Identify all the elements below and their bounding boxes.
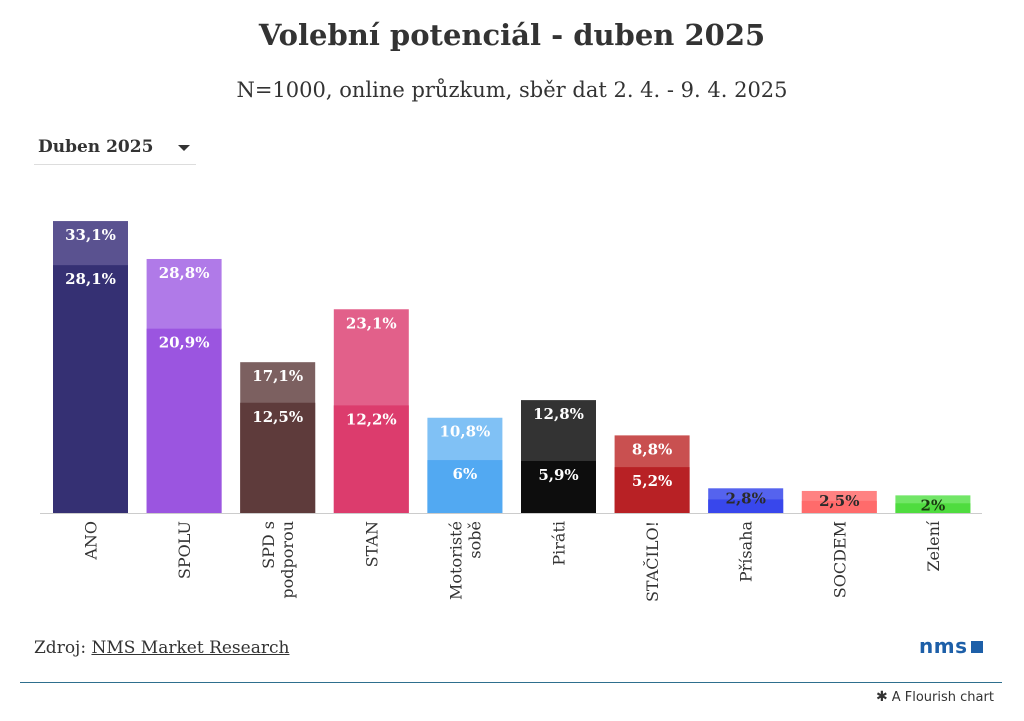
bar-core bbox=[801, 500, 877, 513]
source-line: Zdroj: NMS Market Research bbox=[34, 638, 289, 658]
flourish-credit[interactable]: ✱ A Flourish chart bbox=[876, 689, 994, 705]
bar-core bbox=[53, 265, 128, 513]
data-label-core: 28,1% bbox=[65, 270, 116, 288]
chart-title: Volební potenciál - duben 2025 bbox=[258, 18, 766, 52]
source-prefix: Zdroj: bbox=[34, 638, 87, 658]
data-label-core: 5,2% bbox=[632, 472, 672, 490]
bar-core bbox=[614, 467, 690, 513]
category-label-line: ANO bbox=[82, 521, 101, 561]
footer-divider bbox=[20, 682, 1002, 683]
period-dropdown[interactable]: Duben 2025 bbox=[34, 130, 196, 165]
category-label-line: Motoristé bbox=[446, 521, 465, 600]
category-label: SOCDEM bbox=[830, 521, 849, 598]
category-label: Přísaha bbox=[737, 521, 756, 583]
bar-core bbox=[427, 460, 503, 513]
category-label: Piráti bbox=[550, 521, 569, 566]
category-label-line: podporou bbox=[278, 521, 297, 599]
data-label-potential: 2,8% bbox=[726, 489, 766, 507]
data-label-core: 20,9% bbox=[159, 334, 210, 352]
logo-square-icon bbox=[971, 641, 984, 653]
category-label-line: Piráti bbox=[550, 521, 569, 566]
category-label-line: SPD s bbox=[259, 521, 278, 569]
source-link[interactable]: NMS Market Research bbox=[91, 638, 290, 658]
bar-core bbox=[895, 503, 971, 513]
data-label-core: 12,2% bbox=[346, 410, 397, 428]
period-dropdown-label: Duben 2025 bbox=[38, 137, 154, 157]
category-label-line: SOCDEM bbox=[830, 521, 849, 598]
category-label: SPD s podporou bbox=[259, 521, 297, 599]
bar-core bbox=[240, 402, 316, 513]
caret-down-icon bbox=[178, 145, 190, 151]
flourish-credit-text: A Flourish chart bbox=[891, 690, 994, 705]
category-label: STAN bbox=[362, 521, 381, 567]
flourish-asterisk-icon: ✱ bbox=[876, 689, 888, 705]
category-label: Zelení bbox=[924, 520, 943, 571]
logo-text: nms bbox=[919, 634, 968, 658]
nms-logo: nms bbox=[919, 634, 984, 658]
category-label-line: STAN bbox=[362, 521, 381, 567]
data-label-potential: 2% bbox=[921, 496, 946, 514]
category-label-line: SPOLU bbox=[175, 521, 194, 579]
category-label: STAČILO! bbox=[642, 521, 662, 602]
data-label-core: 6% bbox=[453, 465, 478, 483]
category-label-line: STAČILO! bbox=[642, 521, 662, 602]
data-label-potential: 33,1% bbox=[65, 226, 116, 244]
bar-core bbox=[708, 499, 784, 513]
data-label-potential: 28,8% bbox=[159, 264, 210, 282]
data-label-potential: 2,5% bbox=[819, 492, 859, 510]
data-label-potential: 8,8% bbox=[632, 440, 672, 458]
data-label-potential: 23,1% bbox=[346, 314, 397, 332]
data-label-potential: 10,8% bbox=[440, 423, 491, 441]
category-label-line: sobě bbox=[465, 521, 484, 559]
bar-chart: 33,1% 28,1% ANO 28,8% 20,9% SPOLU 17,1% 12,5% SP… bbox=[40, 221, 982, 602]
data-label-core: 5,9% bbox=[538, 466, 578, 484]
chart-subtitle: N=1000, online průzkum, sběr dat 2. 4. -… bbox=[236, 78, 788, 102]
category-label-line: Přísaha bbox=[737, 521, 756, 583]
bar-core bbox=[333, 405, 409, 513]
data-label-potential: 12,8% bbox=[533, 405, 584, 423]
category-label-line: Zelení bbox=[924, 520, 943, 571]
category-label: ANO bbox=[82, 521, 101, 561]
category-label: SPOLU bbox=[175, 521, 194, 579]
bar-core bbox=[146, 328, 222, 513]
data-label-potential: 17,1% bbox=[252, 367, 303, 385]
bar-core bbox=[521, 460, 596, 513]
data-label-core: 12,5% bbox=[252, 408, 303, 426]
category-label: Motoristé sobě bbox=[446, 521, 484, 600]
